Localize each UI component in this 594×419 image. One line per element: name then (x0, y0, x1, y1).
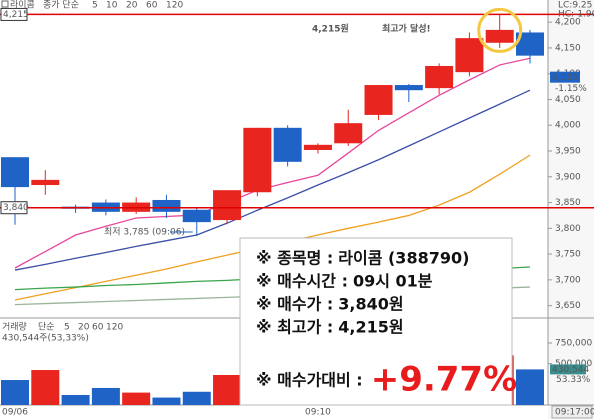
y-tick-label: 3,850 (555, 198, 581, 208)
highlight-circle (477, 7, 523, 53)
y-tick-label: 3,800 (555, 224, 581, 234)
y-tick-label: 4,000 (555, 121, 581, 131)
y-tick-label: 3,950 (555, 147, 581, 157)
volume-tick-label: 750,000 (555, 338, 592, 348)
volume-last-box (550, 364, 586, 375)
y-tick-label: 4,150 (555, 43, 581, 53)
y-tick-label: 4,050 (555, 95, 581, 105)
volume-legend-entry: 60 (92, 323, 104, 333)
ma-line (14, 57, 531, 269)
current-time-box (551, 405, 593, 419)
volume-bar (61, 394, 90, 405)
high-annotation-price: 4,215원 (312, 23, 349, 35)
candle-body (394, 85, 423, 91)
x-tick-label: 09:10 (305, 408, 331, 418)
volume-ma-label: 단순 (38, 322, 55, 333)
candle-body (425, 65, 454, 89)
ma-label: 종가 단순 (43, 0, 79, 11)
reference-label: 3,840 (3, 203, 29, 213)
candle-body (243, 127, 272, 193)
change: -1.15% (555, 84, 587, 94)
right-label: LC:9.25 (558, 1, 592, 11)
volume-bar (213, 374, 242, 405)
y-tick-label: 3,900 (555, 172, 581, 182)
legend-entry: 20 (126, 1, 138, 11)
info-value: 09시 01분 (353, 272, 433, 291)
candle-body (152, 199, 181, 212)
info-value: 라이콤 (388790) (338, 249, 469, 268)
info-value: +9.77% (371, 360, 517, 400)
info-box-frame (239, 237, 513, 406)
volume-legend-entry: 120 (106, 323, 123, 333)
axis-background (548, 0, 594, 419)
volume-bar (31, 370, 60, 405)
volume-bar (152, 397, 181, 405)
info-label: ※ 매수가 : (256, 295, 333, 314)
volume-legend-entry: 20 (78, 323, 90, 333)
info-value: 4,215원 (338, 318, 403, 337)
volume-ratio: 53.33% (556, 375, 591, 385)
last-price-box (550, 71, 580, 83)
info-label: ※ 매수시간 : (256, 272, 348, 291)
low-annotation: 최저 3,785 (09:06) (104, 227, 185, 238)
info-label: ※ 종목명 : (256, 249, 333, 268)
y-tick-label: 4,200 (555, 18, 581, 28)
candle-body (516, 32, 544, 56)
y-tick-label: 3,750 (555, 250, 581, 260)
volume-legend-entry: 5 (64, 323, 70, 333)
reference-label: 4,215 (3, 10, 29, 20)
candle-body (273, 127, 302, 162)
current-time: 09:17:00 (555, 408, 594, 418)
volume-bar (516, 369, 544, 405)
volume-title: 거래량 (2, 321, 27, 333)
volume-bar (182, 391, 211, 405)
high-annotation-text: 최고가 달성! (382, 23, 431, 35)
reference-label-box (0, 201, 28, 215)
volume-last: 430,544 (552, 365, 589, 375)
right-label: HC:-1.90 (558, 10, 594, 20)
candle-body (455, 38, 484, 73)
info-value: 3,840원 (338, 295, 403, 314)
symbol-icon (1, 0, 9, 8)
volume-bar (1, 380, 29, 405)
candle-body (303, 144, 332, 150)
candle-body (334, 123, 363, 144)
volume-tick-label: 500,000 (555, 359, 592, 369)
volume-bar (122, 392, 151, 405)
volume-summary: 430,544주(53,33%) (2, 333, 89, 344)
y-tick-label: 3,650 (555, 301, 581, 311)
ma-line (14, 89, 531, 271)
x-tick-label: 09/06 (2, 408, 28, 418)
candle-body (31, 179, 60, 186)
info-box: ※ 종목명 : 라이콤 (388790) ※ 매수시간 : 09시 01분 ※ 매수가 … (239, 237, 517, 406)
candle-body (485, 29, 514, 43)
info-label: ※ 매수가대비 : (256, 371, 363, 390)
volume-bar (91, 387, 120, 405)
reference-label-box (0, 7, 28, 21)
info-label: ※ 최고가 : (256, 318, 333, 337)
legend-entry: 10 (106, 1, 118, 11)
candle-body (182, 209, 211, 223)
symbol-name: 라이콤 (10, 0, 35, 11)
last-price: 4,135 (552, 73, 578, 83)
y-tick-label: 3,700 (555, 275, 581, 285)
legend-entry: 5 (92, 1, 98, 11)
legend-entry: 60 (146, 1, 158, 11)
candle-body (1, 157, 29, 188)
candle-body (213, 190, 242, 221)
candle-body (364, 85, 393, 115)
legend-entry: 120 (166, 1, 183, 11)
